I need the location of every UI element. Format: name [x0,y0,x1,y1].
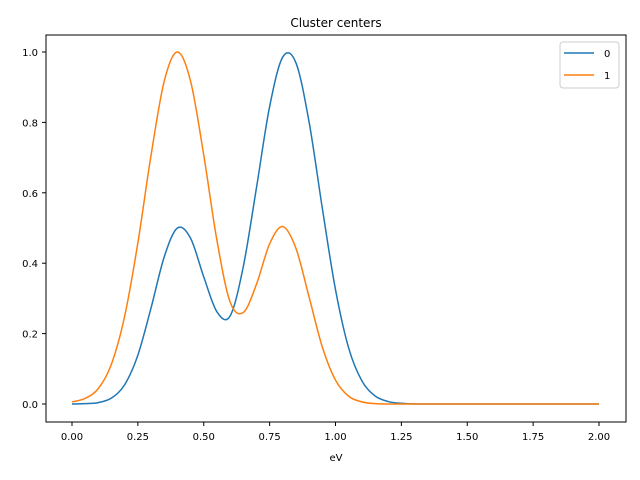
x-axis-label: eV [330,453,343,464]
chart-title: Cluster centers [290,16,381,30]
x-tick-label: 1.25 [390,432,412,443]
y-tick-label: 0.0 [22,400,38,411]
plot-area [71,51,599,405]
y-tick-label: 1.0 [22,48,38,59]
x-tick-label: 0.25 [127,432,149,443]
x-tick-label: 2.00 [588,432,610,443]
x-tick-label: 0.50 [193,432,215,443]
legend-label-0: 0 [604,49,610,60]
x-tick-label: 1.00 [324,432,346,443]
legend: 0 1 [559,41,620,89]
y-tick-label: 0.4 [22,259,38,270]
x-tick-label: 1.75 [522,432,544,443]
series-line-1 [71,51,599,405]
y-tick-label: 0.6 [22,189,38,200]
legend-label-1: 1 [604,71,610,82]
axes-frame [45,34,627,423]
x-tick-label: 1.50 [456,432,478,443]
series-line-0 [71,52,599,405]
y-tick-label: 0.2 [22,330,38,341]
x-tick-label: 0.00 [61,432,83,443]
x-axis: 0.00 0.25 0.50 0.75 1.00 1.25 1.50 1.75 2.00 [61,422,610,443]
y-axis: 0.0 0.2 0.4 0.6 0.8 1.0 [22,48,46,411]
y-tick-label: 0.8 [22,118,38,129]
x-tick-label: 0.75 [258,432,280,443]
